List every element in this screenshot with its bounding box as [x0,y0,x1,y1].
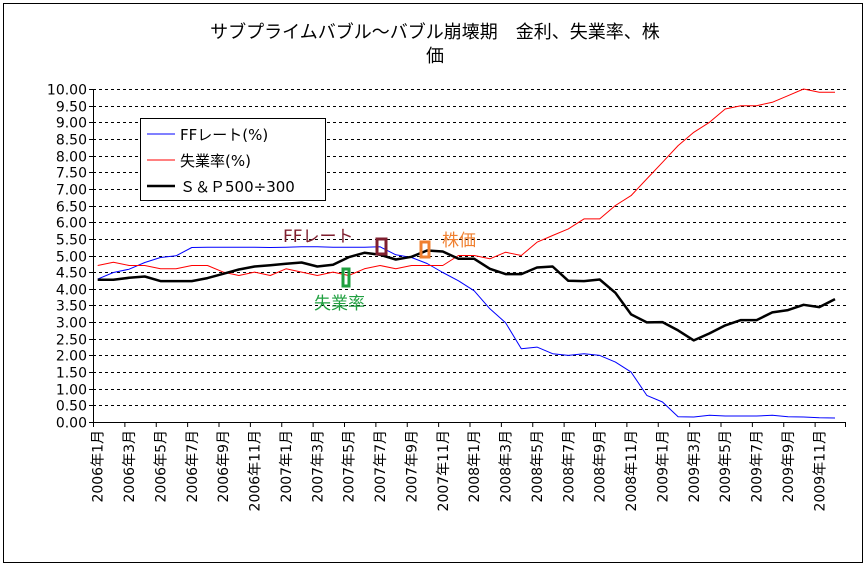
y-tick-label: 2.50 [56,333,87,349]
legend-label-ff: FFレート(%) [180,126,268,144]
x-axis-ticks: 2006年1月 2006年3月 2006年5月 2006年7月 2006年9月 2006年… [91,422,846,511]
annotation-unemployment: 失業率 [314,267,365,314]
y-tick-label: 10.00 [47,83,87,99]
x-tick-label: 2008年3月 [499,430,515,503]
y-tick-label: 3.50 [56,299,87,315]
y-tick-label: 6.00 [56,216,87,232]
y-tick-label: 9.00 [56,116,87,132]
y-tick-label: 3.00 [56,316,87,332]
y-tick-label: 7.00 [56,183,87,199]
series-line-unemployment [97,88,835,276]
annotation-ff: FFレート [283,227,388,256]
legend-label-unemployment: 失業率(%) [180,152,251,170]
x-tick-label: 2006年1月 [91,430,107,503]
annotation-unemployment-label: 失業率 [314,294,365,314]
x-tick-label: 2008年11月 [624,430,640,511]
x-tick-label: 2009年5月 [718,430,734,503]
x-tick-label: 2007年11月 [436,430,452,511]
x-tick-label: 2007年1月 [279,430,295,503]
x-tick-label: 2006年7月 [185,430,201,503]
x-tick-label: 2008年1月 [467,430,483,503]
annotation-ff-label: FFレート [283,227,354,247]
x-tick-label: 2007年3月 [310,430,326,503]
annotation-stock-label: 株価 [442,231,476,251]
chart-frame [3,3,863,563]
x-tick-label: 2008年9月 [593,430,609,503]
annotation-stock: 株価 [419,231,476,259]
y-tick-label: 1.00 [56,383,87,399]
x-tick-label: 2006年11月 [248,430,264,511]
y-tick-label: 5.00 [56,250,87,266]
series-lines [97,88,836,419]
chart-title-line2: 価 [426,46,444,67]
x-tick-label: 2008年7月 [561,430,577,503]
series-line-sp500 [97,249,836,342]
y-tick-label: 0.50 [56,399,87,415]
y-axis-ticks: 0.000.501.001.502.002.503.003.504.004.50… [47,83,93,432]
y-tick-label: 0.00 [56,416,87,432]
y-tick-label: 6.50 [56,200,87,216]
x-tick-label: 2006年9月 [216,430,232,503]
x-tick-label: 2007年5月 [342,430,358,503]
y-tick-label: 4.00 [56,283,87,299]
legend-label-sp500: Ｓ＆Ｐ500÷300 [180,178,295,196]
x-tick-label: 2007年7月 [373,430,389,503]
y-tick-label: 8.00 [56,150,87,166]
y-tick-label: 8.50 [56,133,87,149]
x-tick-label: 2007年9月 [404,430,420,503]
y-tick-label: 9.50 [56,100,87,116]
y-tick-label: 4.50 [56,266,87,282]
x-tick-label: 2006年3月 [122,430,138,503]
x-tick-label: 2006年5月 [153,430,169,503]
x-tick-label: 2009年9月 [781,430,797,503]
x-tick-label: 2008年5月 [530,430,546,503]
x-tick-label: 2009年1月 [655,430,671,503]
y-tick-label: 2.00 [56,349,87,365]
x-tick-label: 2009年7月 [750,430,766,503]
x-tick-label: 2009年11月 [812,430,828,511]
y-tick-label: 5.50 [56,233,87,249]
chart-title-line1: サブプライムバブル～バブル崩壊期 金利、失業率、株 [210,21,660,43]
y-tick-label: 7.50 [56,166,87,182]
y-tick-label: 1.50 [56,366,87,382]
series-line-ff-rate [97,246,836,419]
x-tick-label: 2009年3月 [687,430,703,503]
legend: FFレート(%) 失業率(%) Ｓ＆Ｐ500÷300 [140,118,326,201]
